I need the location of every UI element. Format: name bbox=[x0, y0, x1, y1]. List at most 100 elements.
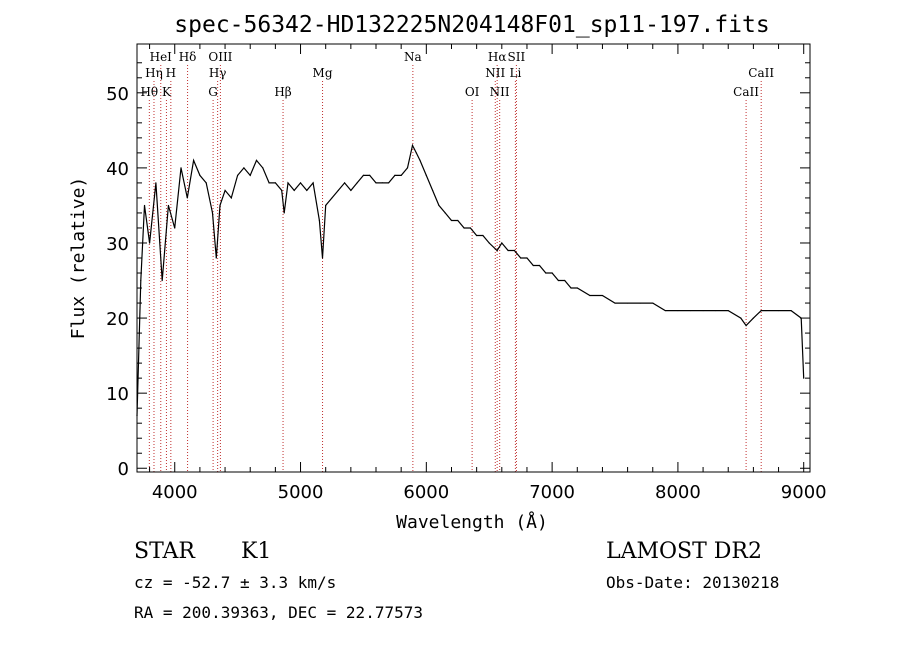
x-tick-label: 9000 bbox=[781, 482, 827, 503]
observation-date: Obs-Date: 20130218 bbox=[606, 573, 780, 592]
spectrum-point bbox=[482, 234, 484, 237]
spectrum-point bbox=[469, 227, 471, 229]
spectrum-point bbox=[677, 309, 679, 312]
spectrum-point bbox=[570, 287, 572, 289]
spectrum-point bbox=[432, 189, 434, 192]
spectrum-point bbox=[186, 197, 188, 199]
spectrum-point bbox=[406, 167, 409, 169]
spectrum-point bbox=[274, 182, 276, 184]
spectrum-point bbox=[463, 227, 465, 229]
x-tick-label: 5000 bbox=[278, 482, 324, 503]
line-label-6: G bbox=[208, 85, 218, 99]
line-label-3: K bbox=[162, 85, 172, 99]
spectrum-point bbox=[664, 309, 666, 312]
spectrum-point bbox=[444, 212, 446, 214]
spectrum-point bbox=[614, 302, 616, 304]
spectrum-point bbox=[727, 309, 729, 312]
spectrum-point bbox=[287, 182, 289, 184]
spectrum-point bbox=[639, 302, 641, 304]
spectrum-point bbox=[745, 324, 747, 327]
spectrum-line-0 bbox=[136, 143, 805, 416]
spectrum-point bbox=[496, 249, 498, 252]
spectrum-point bbox=[337, 189, 339, 192]
line-label-19: CaII bbox=[748, 66, 774, 80]
spectrum-point bbox=[148, 242, 151, 244]
spectrum-point bbox=[765, 309, 767, 312]
line-label-0: Hθ bbox=[140, 85, 158, 99]
redshift-velocity: cz = -52.7 ± 3.3 km/s bbox=[134, 573, 337, 592]
line-label-13: NII bbox=[485, 66, 505, 80]
line-label-9: Hβ bbox=[274, 85, 291, 99]
spectrum-point bbox=[321, 257, 324, 259]
spectrum-point bbox=[215, 257, 217, 259]
spectrum-point bbox=[387, 182, 390, 184]
y-tick-label: 10 bbox=[106, 384, 129, 405]
line-label-5: Hδ bbox=[179, 50, 197, 64]
spectrum-point bbox=[715, 309, 717, 312]
spectrum-point bbox=[167, 204, 170, 207]
spectrum-point bbox=[790, 309, 792, 312]
y-tick-label: 30 bbox=[106, 234, 129, 255]
spectrum-point bbox=[312, 182, 314, 184]
survey-name: LAMOST DR2 bbox=[606, 539, 762, 564]
x-tick-label: 6000 bbox=[403, 482, 449, 503]
coordinates: RA = 200.39363, DEC = 22.77573 bbox=[134, 603, 423, 622]
x-axis-label: Wavelength (Å) bbox=[396, 511, 548, 533]
spectrum-point bbox=[369, 174, 371, 177]
y-axis-ticks: 0 10 20 30 40 50 bbox=[106, 62, 810, 480]
spectrum-point bbox=[211, 212, 214, 214]
spectrum-point bbox=[350, 189, 352, 192]
spectrum-point bbox=[513, 249, 515, 252]
spectrum-point bbox=[438, 204, 440, 207]
spectrum-point bbox=[425, 174, 427, 177]
spectrum-point bbox=[538, 264, 541, 267]
spectrum-point bbox=[760, 309, 762, 312]
spectrum-point bbox=[180, 167, 182, 169]
spectrum-point bbox=[551, 272, 553, 274]
line-label-11: Na bbox=[404, 50, 422, 64]
spectrum-point bbox=[381, 182, 383, 184]
line-label-16: SII bbox=[508, 50, 526, 64]
spectrum-point bbox=[545, 272, 547, 274]
spectrum-point bbox=[520, 257, 522, 259]
spectrum-point bbox=[193, 159, 195, 161]
spectrum-point bbox=[255, 159, 258, 161]
spectrum-point bbox=[283, 212, 285, 214]
y-tick-label: 50 bbox=[106, 84, 129, 105]
spectrum-point bbox=[293, 189, 295, 192]
spectrum-point bbox=[161, 279, 163, 282]
plot-frame bbox=[136, 43, 811, 473]
spectrum-point bbox=[224, 189, 226, 192]
spectrum-point bbox=[557, 279, 560, 282]
spectrum-point bbox=[262, 167, 264, 169]
spectrum-series bbox=[136, 143, 805, 417]
spectrum-point bbox=[526, 257, 528, 259]
y-axis-label: Flux (relative) bbox=[68, 177, 89, 340]
spectrum-point bbox=[689, 309, 692, 312]
spectrum-point bbox=[740, 317, 742, 319]
line-label-8: OIII bbox=[208, 50, 232, 64]
spectrum-point bbox=[652, 302, 654, 304]
spectrum-point bbox=[394, 174, 396, 177]
line-label-14: NII bbox=[490, 85, 510, 99]
y-tick-label: 40 bbox=[106, 159, 129, 180]
spectrum-point bbox=[243, 167, 245, 169]
object-subclass: K1 bbox=[241, 539, 272, 564]
line-label-7: Hγ bbox=[209, 66, 227, 80]
spectrum-point bbox=[476, 234, 478, 237]
line-label-12: OI bbox=[465, 85, 480, 99]
line-label-4: H bbox=[166, 66, 176, 80]
spectrum-point bbox=[375, 182, 377, 184]
spectrum-point bbox=[411, 144, 414, 146]
spectrum-point bbox=[140, 279, 142, 282]
spectrum-point bbox=[331, 197, 333, 199]
spectrum-point bbox=[457, 219, 459, 222]
spectrum-point bbox=[155, 182, 157, 184]
chart-title: spec-56342-HD132225N204148F01_sp11-197.f… bbox=[174, 12, 769, 38]
spectrum-point bbox=[174, 227, 176, 229]
spectrum-point bbox=[249, 174, 251, 177]
spectrum-point bbox=[752, 317, 754, 319]
spectrum-point bbox=[702, 309, 704, 312]
spectrum-point bbox=[532, 264, 534, 267]
